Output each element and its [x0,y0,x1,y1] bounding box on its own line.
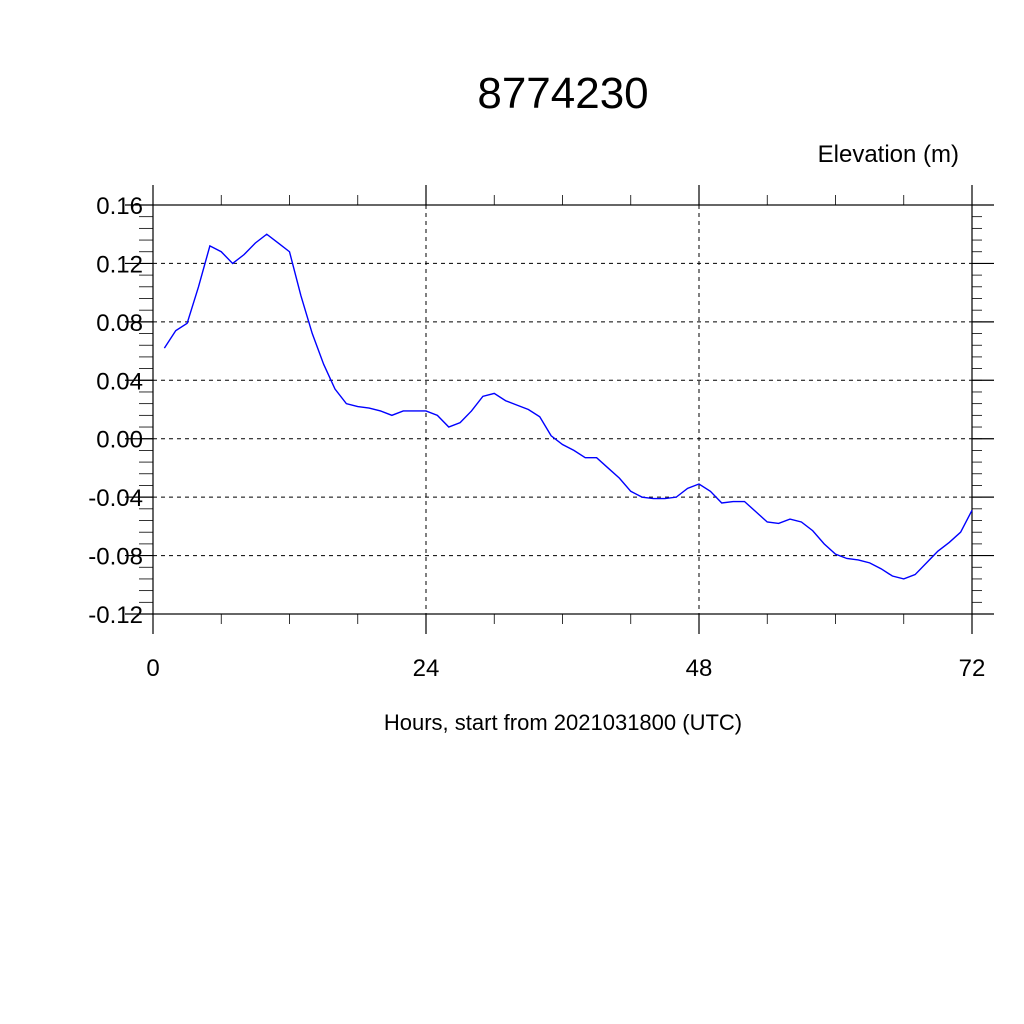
series-line [163,233,973,580]
plot-frame [152,204,973,615]
y-tick-label: -0.04 [88,485,143,512]
y-tick-label: 0.12 [96,251,143,278]
y-tick-label: -0.08 [88,544,143,571]
y-tick-label: 0.08 [96,310,143,337]
y-tick-labels: -0.12 -0.08 -0.04 0.00 0.04 0.08 0.12 0.16 [88,193,143,629]
x-tick-label: 24 [413,655,440,682]
series [163,233,973,580]
y-tick-label: 0.04 [96,368,143,395]
y-tick-label: 0.16 [96,193,143,220]
x-tick-label: 48 [686,655,713,682]
axis-ticks [125,185,994,634]
y-tick-label: -0.12 [88,602,143,629]
x-axis-label: Hours, start from 2021031800 (UTC) [384,710,742,735]
x-tick-label: 0 [146,655,159,682]
x-tick-label: 72 [959,655,986,682]
x-tick-labels: 0 24 48 72 [146,655,985,682]
chart-title: 8774230 [477,69,648,118]
y-axis-label: Elevation (m) [818,141,959,168]
y-tick-label: 0.00 [96,427,143,454]
